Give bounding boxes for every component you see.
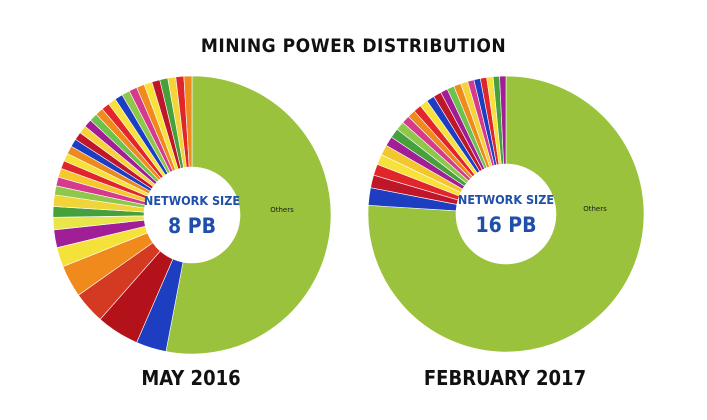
network-size-value: 16 PB — [475, 213, 536, 237]
caption-may-2016: MAY 2016 — [141, 366, 241, 390]
others-label: Others — [270, 206, 294, 214]
others-label: Others — [583, 205, 607, 213]
network-size-label: NETWORK SIZE — [144, 193, 240, 208]
chart-title: MINING POWER DISTRIBUTION — [200, 35, 507, 57]
donut-0: Others NETWORK SIZE 8 PB — [52, 75, 332, 355]
center-hole — [144, 167, 240, 263]
network-size-label: NETWORK SIZE — [458, 192, 554, 207]
donut-1: Others NETWORK SIZE 16 PB — [367, 75, 645, 353]
caption-feb-2017: FEBRUARY 2017 — [423, 366, 587, 390]
center-hole — [456, 164, 556, 264]
network-size-value: 8 PB — [168, 214, 216, 238]
